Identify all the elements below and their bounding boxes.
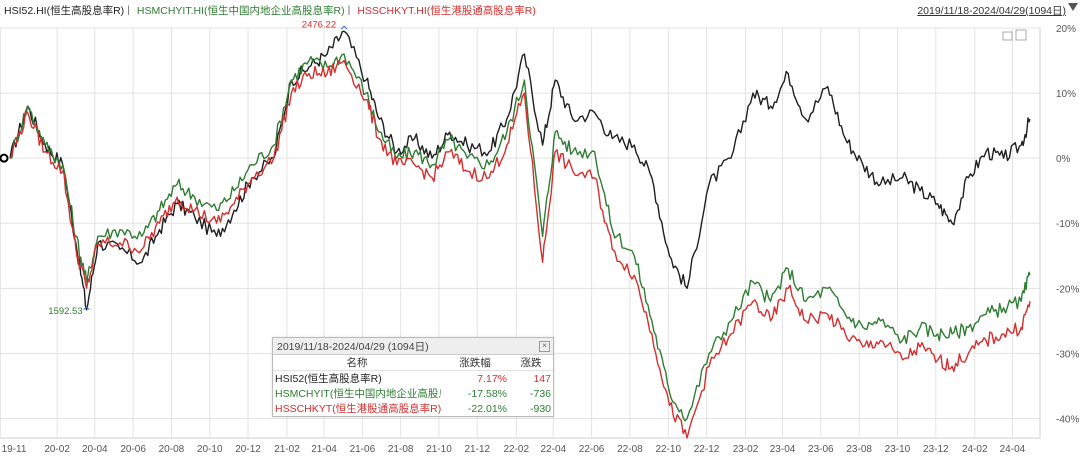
summary-series-name: HSMCHYIT(恒生中国内地企业高股息率R) [275, 388, 441, 400]
summary-row[interactable]: HSI52(恒生高股息率R) 7.17% 147 [273, 371, 553, 387]
summary-pct: -17.58% [467, 387, 507, 400]
x-tick-label: 23-12 [923, 444, 949, 455]
summary-series-name: HSI52(恒生高股息率R) [275, 373, 382, 385]
col-header-chg: 涨跌 [509, 355, 553, 371]
x-tick-label: 23-02 [733, 444, 759, 455]
chart-title-bar: HSI52.HI(恒生高股息率R) | HSMCHYIT.HI(恒生中国内地企业… [0, 0, 1080, 20]
x-tick-label: 21-02 [274, 444, 300, 455]
y-tick-label: -40% [1056, 414, 1079, 425]
summary-table: 名称 涨跌幅 涨跌 HSI52(恒生高股息率R) 7.17% 147 HSMCHYIT… [273, 355, 553, 416]
annotation-label: 2476.22 [302, 20, 336, 30]
x-tick-label: 22-06 [579, 444, 605, 455]
y-tick-label: -20% [1056, 284, 1079, 295]
series-title-hsmchyit[interactable]: HSMCHYIT.HI(恒生中国内地企业高股息率R) [136, 4, 345, 17]
col-header-name: 名称 [273, 355, 441, 371]
x-tick-label: 21-06 [350, 444, 376, 455]
y-tick-label: 20% [1056, 24, 1076, 35]
close-icon[interactable]: × [539, 341, 550, 352]
dropdown-caret-icon[interactable] [1068, 3, 1078, 11]
summary-pct: -22.01% [467, 402, 507, 415]
x-tick-label: 22-04 [540, 444, 566, 455]
x-axis: 19-11 20-02 20-04 20-06 20-08 20-10 20-12 21-02… [2, 444, 1026, 455]
x-tick-label: 20-10 [197, 444, 223, 455]
x-tick-label: 19-11 [2, 444, 27, 455]
x-tick-label: 21-10 [426, 444, 452, 455]
x-tick-label: 20-06 [120, 444, 146, 455]
maximize-icon[interactable] [1015, 29, 1027, 41]
x-tick-label: 24-02 [962, 444, 988, 455]
x-tick-label: 22-08 [617, 444, 643, 455]
y-tick-label: -30% [1056, 349, 1079, 360]
x-tick-label: 23-06 [808, 444, 834, 455]
x-tick-label: 21-12 [465, 444, 491, 455]
x-tick-label: 23-08 [846, 444, 872, 455]
line-chart: 20% 10% 0% -10% -20% -30% -40% 19-11 20-02 20-04… [0, 20, 1079, 455]
y-axis: 20% 10% 0% -10% -20% -30% -40% [1056, 24, 1079, 425]
restore-icon[interactable] [1002, 31, 1013, 41]
summary-chg: -930 [529, 402, 551, 415]
x-tick-label: 22-02 [503, 444, 529, 455]
summary-header: 2019/11/18-2024/04/29 (1094日) × [273, 338, 553, 355]
col-header-pct: 涨跌幅 [441, 355, 509, 371]
title-separator: | [127, 4, 130, 16]
annotation-marker [83, 306, 90, 311]
x-tick-label: 20-08 [159, 444, 185, 455]
x-tick-label: 22-12 [694, 444, 720, 455]
x-tick-label: 23-10 [885, 444, 911, 455]
x-tick-label: 24-04 [1000, 444, 1026, 455]
x-tick-label: 22-10 [655, 444, 681, 455]
series-line-hsmchyit[interactable] [9, 53, 1031, 422]
x-tick-label: 23-04 [770, 444, 796, 455]
annotation-label: 1592.53 [48, 306, 82, 317]
summary-chg: -736 [529, 387, 551, 400]
date-range-selector[interactable]: 2019/11/18-2024/04/29(1094日) [917, 5, 1066, 17]
series-lines [0, 30, 1031, 439]
annotation-marker [340, 25, 348, 30]
summary-row[interactable]: HSMCHYIT(恒生中国内地企业高股息率R) -17.58% -736 [273, 386, 553, 401]
y-tick-label: 10% [1056, 89, 1076, 100]
title-separator: | [347, 4, 351, 16]
start-marker [0, 153, 9, 163]
x-tick-label: 20-12 [235, 444, 261, 455]
series-title-hsi52[interactable]: HSI52.HI(恒生高股息率R) [4, 4, 125, 17]
summary-series-name: HSSCHKYT(恒生港股通高股息率R) [275, 403, 441, 415]
summary-chg: 147 [533, 372, 551, 385]
series-line-hsi52[interactable] [9, 30, 1031, 311]
summary-row[interactable]: HSSCHKYT(恒生港股通高股息率R) -22.01% -930 [273, 401, 553, 416]
chart-tools [1002, 29, 1027, 41]
period-summary-box: 2019/11/18-2024/04/29 (1094日) × 名称 涨跌幅 涨… [272, 337, 554, 417]
y-tick-label: 0% [1056, 154, 1071, 165]
x-tick-label: 21-04 [311, 444, 337, 455]
series-line-hsschkyt[interactable] [9, 59, 1031, 439]
x-tick-label: 20-02 [44, 444, 70, 455]
series-title-hsschkyt[interactable]: HSSCHKYT.HI(恒生港股通高股息率R) [357, 4, 536, 17]
summary-pct: 7.17% [477, 372, 507, 385]
summary-title: 2019/11/18-2024/04/29 (1094日) [277, 340, 429, 353]
x-tick-label: 20-04 [82, 444, 108, 455]
annotations: 2476.22 1592.53 [48, 20, 348, 317]
x-tick-label: 21-08 [388, 444, 414, 455]
y-tick-label: -10% [1056, 219, 1079, 230]
